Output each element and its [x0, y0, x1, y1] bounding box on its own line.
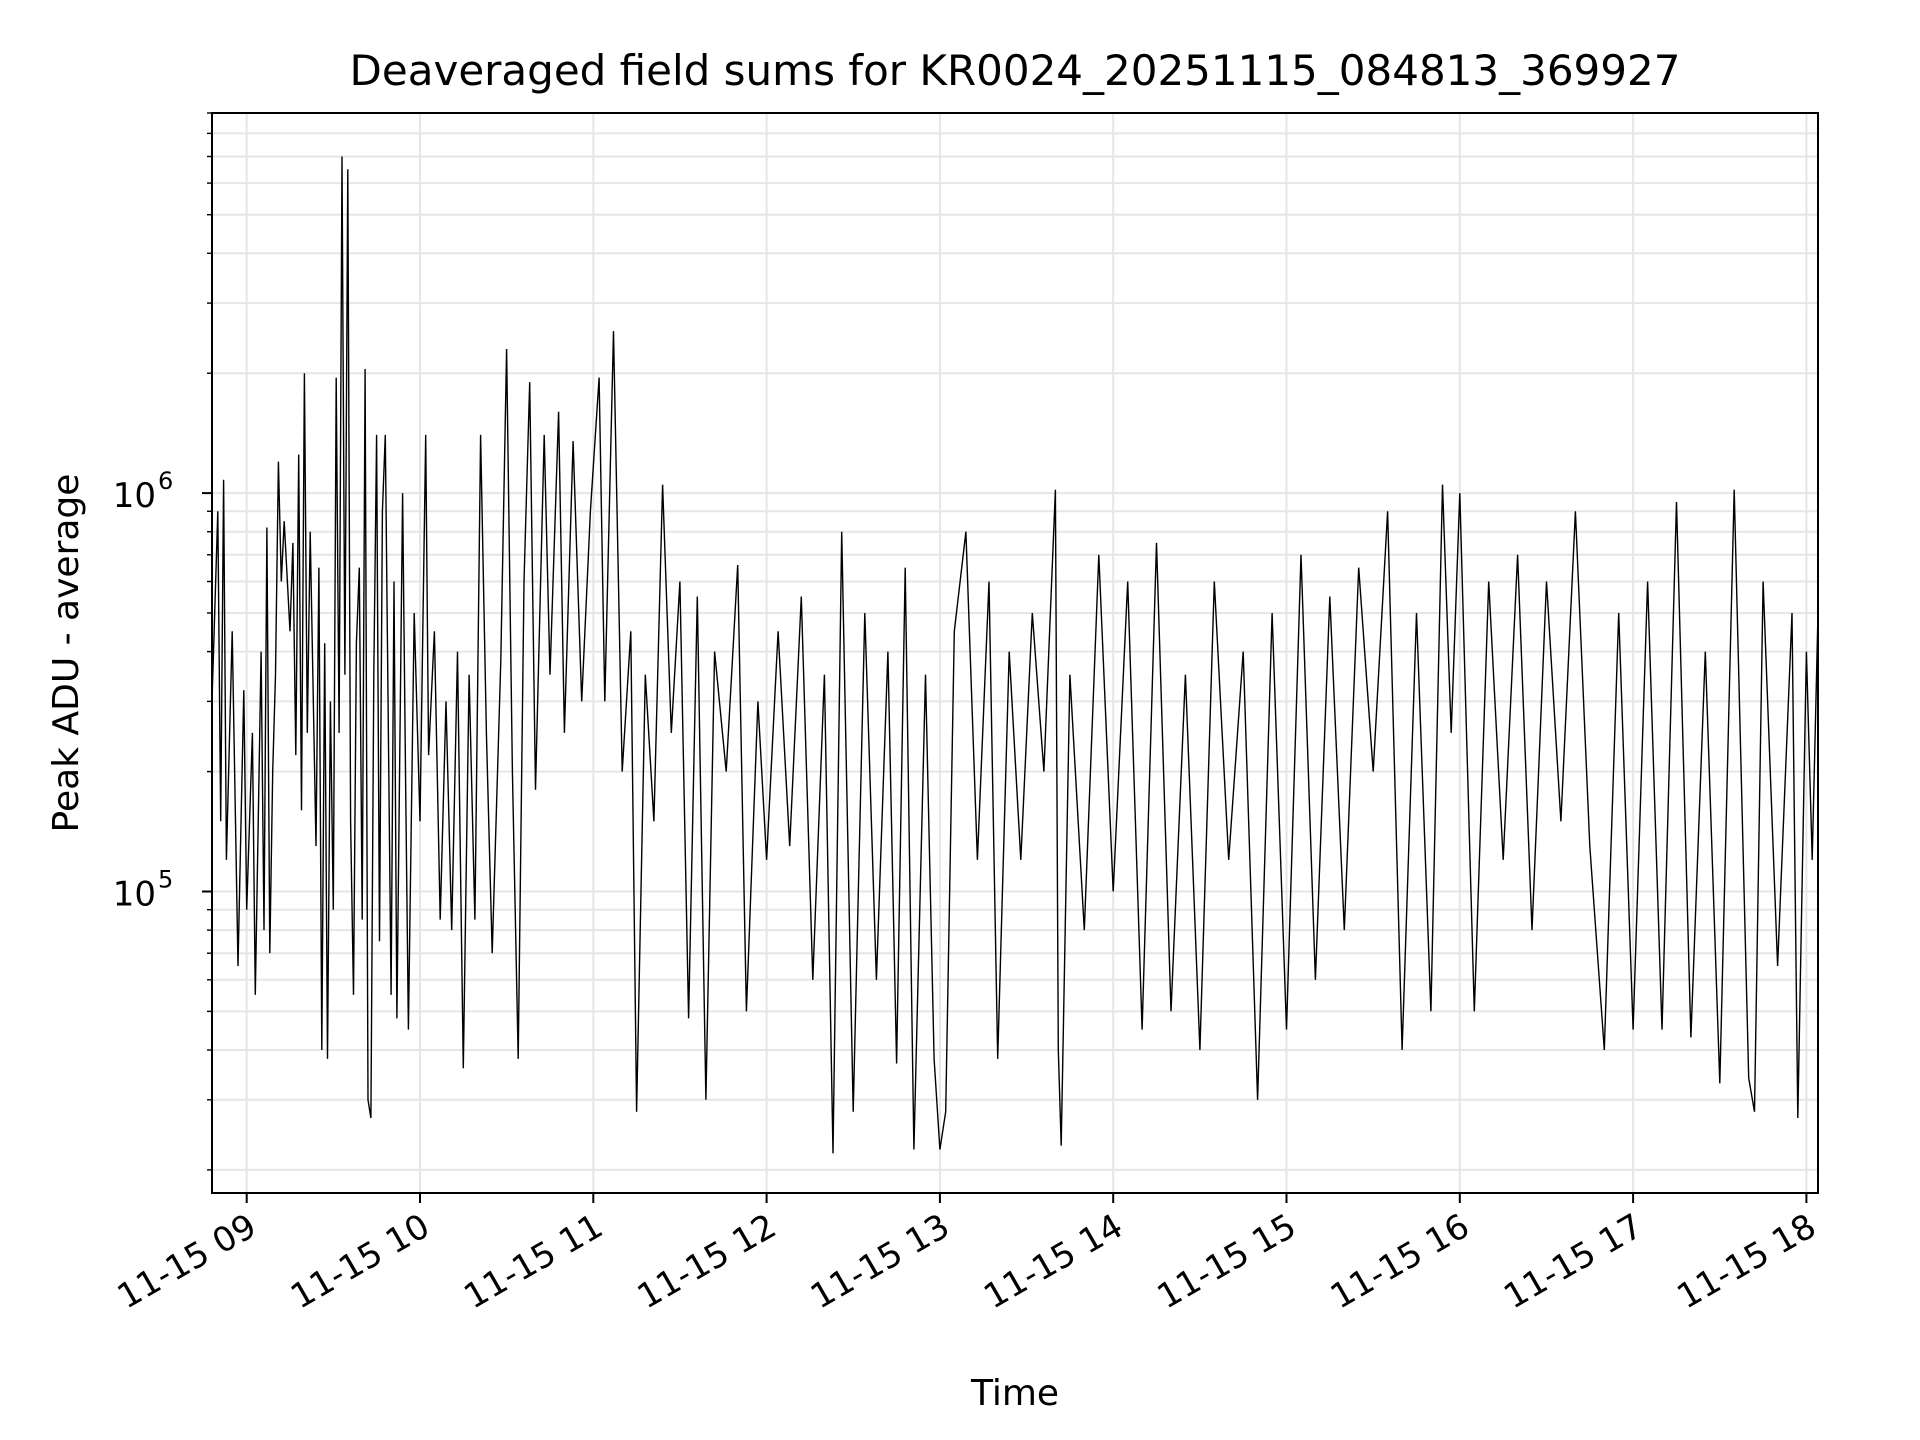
series-line-0	[211, 156, 1819, 1154]
series-layer	[211, 156, 1819, 1154]
y-tick-label: 10	[113, 476, 156, 516]
y-tick-exponent: 6	[158, 467, 173, 495]
y-tick-label: 10	[113, 875, 156, 915]
chart-title: Deaveraged field sums for KR0024_2025111…	[350, 46, 1681, 95]
y-tick-exponent: 5	[158, 866, 173, 894]
plot-frame	[211, 112, 1819, 1194]
y-axis-label: Peak ADU - average	[46, 474, 87, 833]
x-axis-label: Time	[970, 1373, 1059, 1414]
